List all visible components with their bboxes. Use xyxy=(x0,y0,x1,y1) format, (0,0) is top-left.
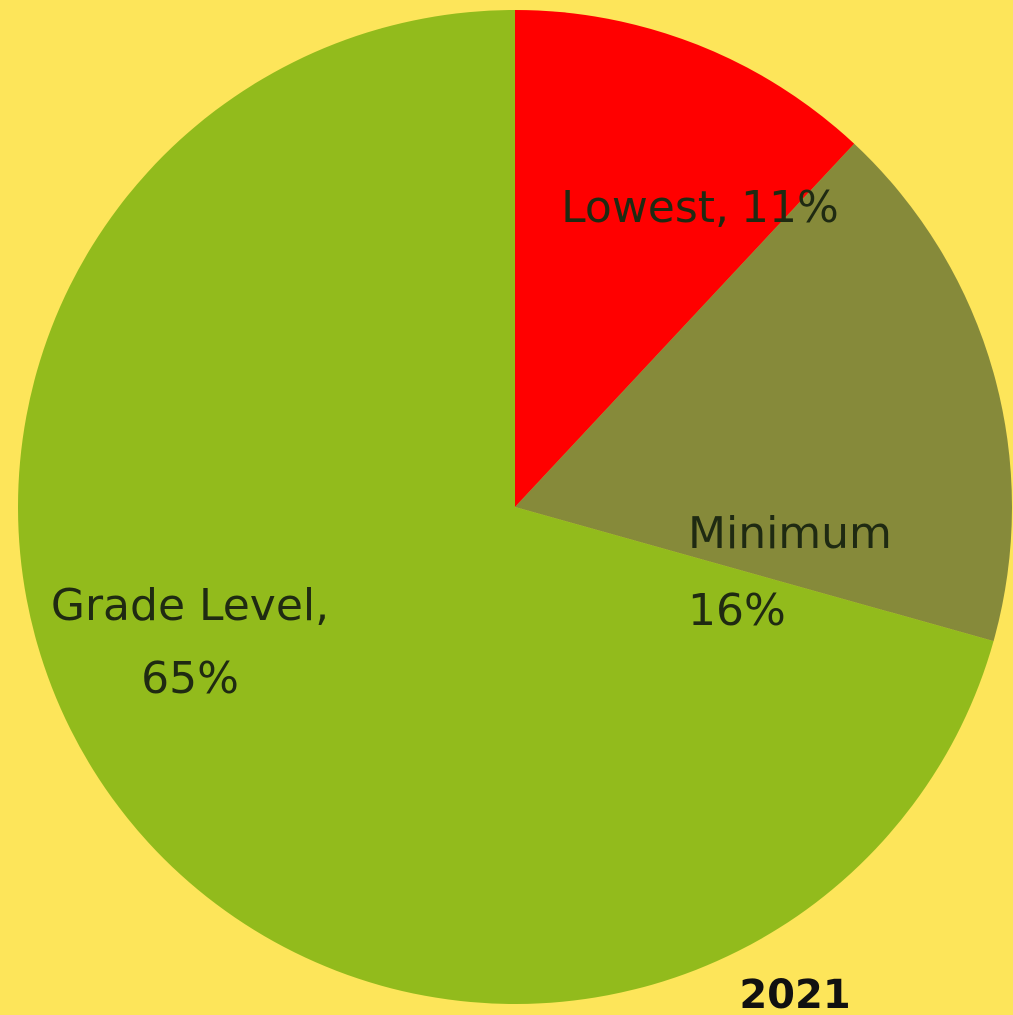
category-label: Minimum xyxy=(688,508,892,559)
pie-slice xyxy=(17,10,994,1005)
pie-slice xyxy=(515,143,1012,642)
category-label: Lowest, xyxy=(561,182,729,233)
labels: Lowest, 11% Minimum 16% Grade Level, 65% xyxy=(51,182,892,704)
slice-label: Lowest, 11% xyxy=(561,182,839,233)
pie-slice xyxy=(515,10,855,507)
value-label: 65% xyxy=(141,653,239,704)
value-label: 16% xyxy=(688,585,786,636)
year-annotation: 2021 xyxy=(739,972,850,1015)
category-label: Grade Level, xyxy=(51,580,329,631)
pie xyxy=(17,10,1012,1005)
value-label: 11% xyxy=(741,182,839,233)
